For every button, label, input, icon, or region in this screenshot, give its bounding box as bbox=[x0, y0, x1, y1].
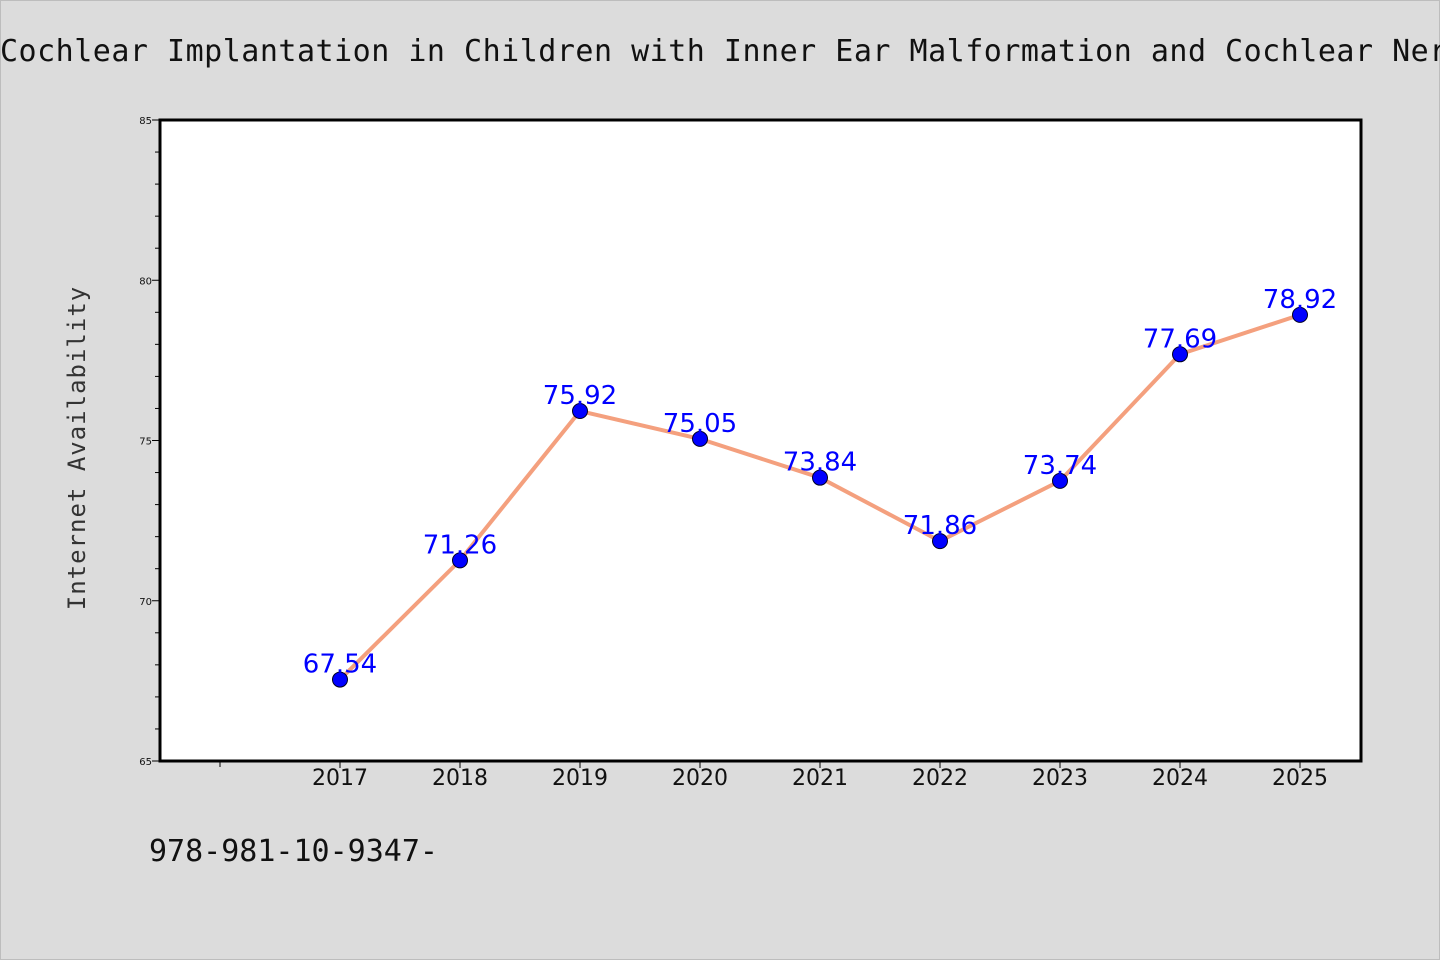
y-axis-label: Internet Availability bbox=[63, 286, 91, 610]
x-axis: 2017 2018 2019 2020 2021 2022 2023 2024 2025 bbox=[219, 761, 1328, 791]
data-label: 73.74 bbox=[1023, 451, 1097, 481]
y-tick-label: 70 bbox=[139, 597, 152, 608]
x-tick-label: 2023 bbox=[1032, 766, 1088, 791]
data-point bbox=[1292, 306, 1308, 323]
y-tick-label: 85 bbox=[139, 116, 152, 127]
y-tick-label: 65 bbox=[139, 757, 152, 768]
data-label: 71.26 bbox=[423, 530, 497, 560]
x-tick-label: 2017 bbox=[312, 766, 368, 791]
data-label: 67.54 bbox=[303, 650, 377, 680]
x-tick-label: 2024 bbox=[1152, 766, 1208, 791]
isbn-text: 978-981-10-9347- bbox=[149, 834, 438, 869]
y-tick-label: 75 bbox=[139, 437, 152, 448]
data-point bbox=[1172, 346, 1188, 363]
data-label: 71.86 bbox=[903, 511, 977, 541]
series-layer: 67.54 71.26 75.92 75.05 73.84 71.86 73.74 77.69… bbox=[303, 285, 1337, 688]
y-axis: 65 70 75 80 85 bbox=[139, 116, 160, 768]
data-point bbox=[812, 469, 828, 486]
data-point bbox=[692, 430, 708, 447]
x-tick-label: 2019 bbox=[552, 766, 608, 791]
plot-area bbox=[158, 118, 1363, 763]
data-label: 75.92 bbox=[543, 381, 617, 411]
data-point bbox=[932, 533, 948, 550]
data-label: 73.84 bbox=[783, 448, 857, 478]
chart-title: Cochlear Implantation in Children with I… bbox=[0, 34, 1440, 69]
data-point bbox=[572, 403, 588, 420]
x-tick-label: 2018 bbox=[432, 766, 488, 791]
data-point bbox=[332, 671, 348, 688]
data-label: 78.92 bbox=[1263, 285, 1337, 315]
data-point bbox=[452, 552, 468, 569]
data-label: 75.05 bbox=[663, 409, 737, 439]
x-tick-label: 2020 bbox=[672, 766, 728, 791]
x-tick-label: 2021 bbox=[792, 766, 848, 791]
x-tick-label: 2022 bbox=[912, 766, 968, 791]
data-point bbox=[1052, 472, 1068, 489]
data-label: 77.69 bbox=[1143, 324, 1217, 354]
x-tick-label: 2025 bbox=[1272, 766, 1328, 791]
y-tick-label: 80 bbox=[139, 276, 152, 287]
